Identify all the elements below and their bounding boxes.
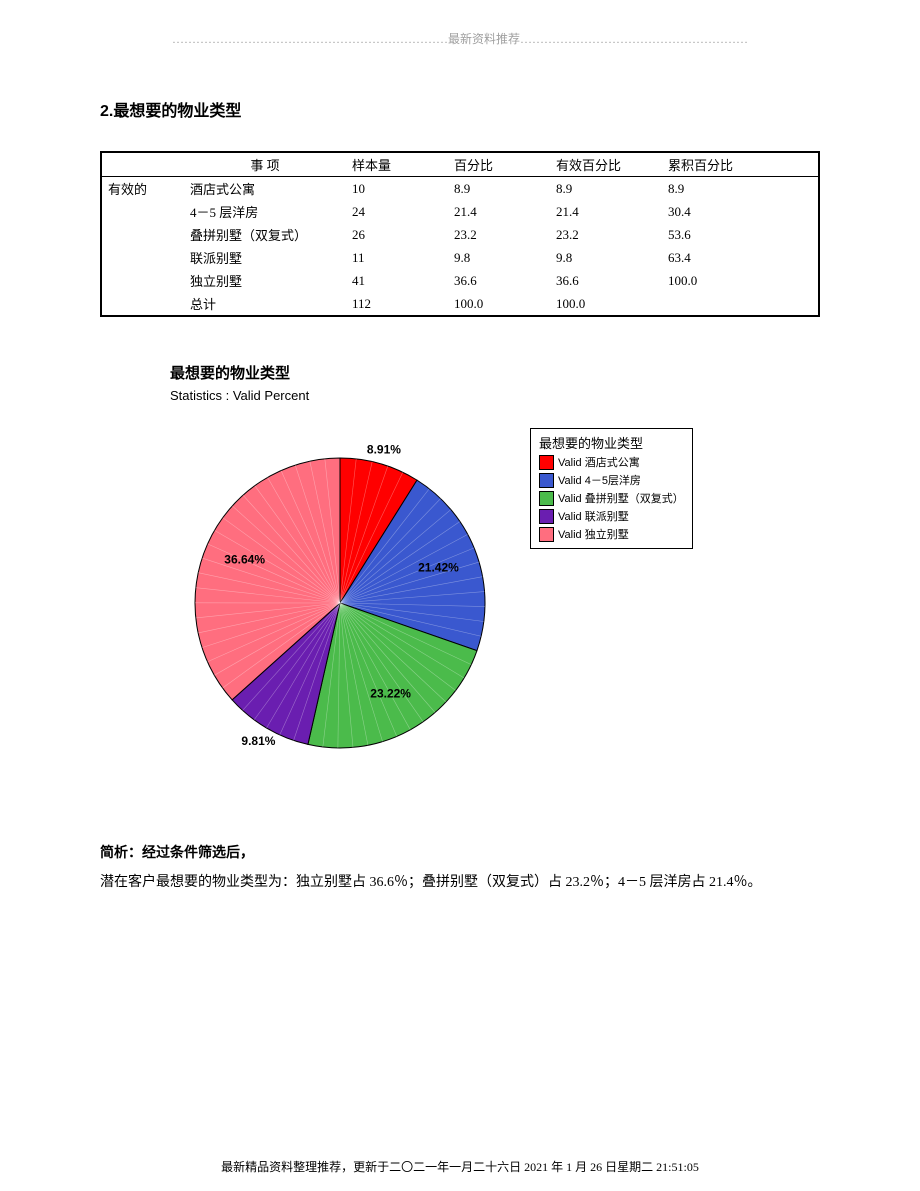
row-valid: 8.9 bbox=[550, 177, 662, 201]
row-pct: 8.9 bbox=[448, 177, 550, 201]
row-valid: 21.4 bbox=[550, 200, 662, 223]
chart-title: 最想要的物业类型 bbox=[170, 362, 820, 383]
col-valid: 有效百分比 bbox=[550, 152, 662, 177]
header-banner: ……………………………………………………………最新资料推荐……………………………… bbox=[100, 30, 820, 47]
col-item: 事 项 bbox=[184, 152, 346, 177]
row-label: 总计 bbox=[184, 292, 346, 316]
analysis-body: 潜在客户最想要的物业类型为：独立别墅占 36.6％；叠拼别墅（双复式）占 23.… bbox=[100, 875, 762, 890]
legend-swatch-icon bbox=[539, 455, 554, 470]
row-valid: 23.2 bbox=[550, 223, 662, 246]
legend-swatch-icon bbox=[539, 509, 554, 524]
row-cum: 30.4 bbox=[662, 200, 819, 223]
svg-text:9.81%: 9.81% bbox=[241, 734, 275, 748]
row-pct: 21.4 bbox=[448, 200, 550, 223]
svg-text:36.64%: 36.64% bbox=[224, 553, 265, 567]
legend-item: Valid 酒店式公寓 bbox=[539, 454, 684, 470]
legend: 最想要的物业类型 Valid 酒店式公寓 Valid 4－5层洋房 Valid … bbox=[530, 428, 693, 549]
legend-item: Valid 4－5层洋房 bbox=[539, 472, 684, 488]
row-cum: 63.4 bbox=[662, 246, 819, 269]
chart-subtitle: Statistics : Valid Percent bbox=[170, 388, 820, 403]
legend-title: 最想要的物业类型 bbox=[539, 433, 684, 452]
row-cum: 53.6 bbox=[662, 223, 819, 246]
row-valid: 9.8 bbox=[550, 246, 662, 269]
svg-text:8.91%: 8.91% bbox=[367, 442, 401, 456]
row-label: 独立别墅 bbox=[184, 269, 346, 292]
legend-item: Valid 叠拼别墅（双复式） bbox=[539, 490, 684, 506]
row-pct: 36.6 bbox=[448, 269, 550, 292]
row-sample: 24 bbox=[346, 200, 448, 223]
legend-label: Valid 独立别墅 bbox=[558, 526, 629, 542]
row-label: 叠拼别墅（双复式） bbox=[184, 223, 346, 246]
legend-item: Valid 联派别墅 bbox=[539, 508, 684, 524]
row-sample: 26 bbox=[346, 223, 448, 246]
svg-text:21.42%: 21.42% bbox=[418, 561, 459, 575]
analysis-heading: 简析：经过条件筛选后， bbox=[100, 844, 254, 860]
table-row: 4－5 层洋房 24 21.4 21.4 30.4 bbox=[101, 200, 819, 223]
row-sample: 41 bbox=[346, 269, 448, 292]
legend-swatch-icon bbox=[539, 473, 554, 488]
table-row: 联派别墅 11 9.8 9.8 63.4 bbox=[101, 246, 819, 269]
section-title: 2.最想要的物业类型 bbox=[100, 97, 820, 121]
page-footer: 最新精品资料整理推荐，更新于二〇二一年一月二十六日 2021 年 1 月 26 … bbox=[0, 1158, 920, 1175]
row-label: 酒店式公寓 bbox=[184, 177, 346, 201]
row-group-label: 有效的 bbox=[101, 177, 184, 201]
row-sample: 11 bbox=[346, 246, 448, 269]
property-table: 事 项 样本量 百分比 有效百分比 累积百分比 有效的 酒店式公寓 10 8.9… bbox=[100, 151, 820, 317]
col-cum: 累积百分比 bbox=[662, 152, 819, 177]
row-sample: 10 bbox=[346, 177, 448, 201]
legend-swatch-icon bbox=[539, 491, 554, 506]
row-cum: 8.9 bbox=[662, 177, 819, 201]
row-label: 4－5 层洋房 bbox=[184, 200, 346, 223]
row-pct: 100.0 bbox=[448, 292, 550, 316]
col-pct: 百分比 bbox=[448, 152, 550, 177]
table-row: 叠拼别墅（双复式） 26 23.2 23.2 53.6 bbox=[101, 223, 819, 246]
row-pct: 9.8 bbox=[448, 246, 550, 269]
pie-chart: 8.91% 21.42% 23.22% 9.81% 36.64% bbox=[170, 433, 510, 783]
svg-text:23.22%: 23.22% bbox=[370, 686, 411, 700]
legend-label: Valid 叠拼别墅（双复式） bbox=[558, 490, 684, 506]
table-row: 有效的 酒店式公寓 10 8.9 8.9 8.9 bbox=[101, 177, 819, 201]
table-row: 独立别墅 41 36.6 36.6 100.0 bbox=[101, 269, 819, 292]
row-cum: 100.0 bbox=[662, 269, 819, 292]
legend-item: Valid 独立别墅 bbox=[539, 526, 684, 542]
col-sample: 样本量 bbox=[346, 152, 448, 177]
row-sample: 112 bbox=[346, 292, 448, 316]
legend-swatch-icon bbox=[539, 527, 554, 542]
row-label: 联派别墅 bbox=[184, 246, 346, 269]
row-cum bbox=[662, 292, 819, 316]
legend-label: Valid 联派别墅 bbox=[558, 508, 629, 524]
row-pct: 23.2 bbox=[448, 223, 550, 246]
table-row: 总计 112 100.0 100.0 bbox=[101, 292, 819, 316]
legend-label: Valid 4－5层洋房 bbox=[558, 472, 641, 488]
row-valid: 36.6 bbox=[550, 269, 662, 292]
row-valid: 100.0 bbox=[550, 292, 662, 316]
legend-label: Valid 酒店式公寓 bbox=[558, 454, 640, 470]
